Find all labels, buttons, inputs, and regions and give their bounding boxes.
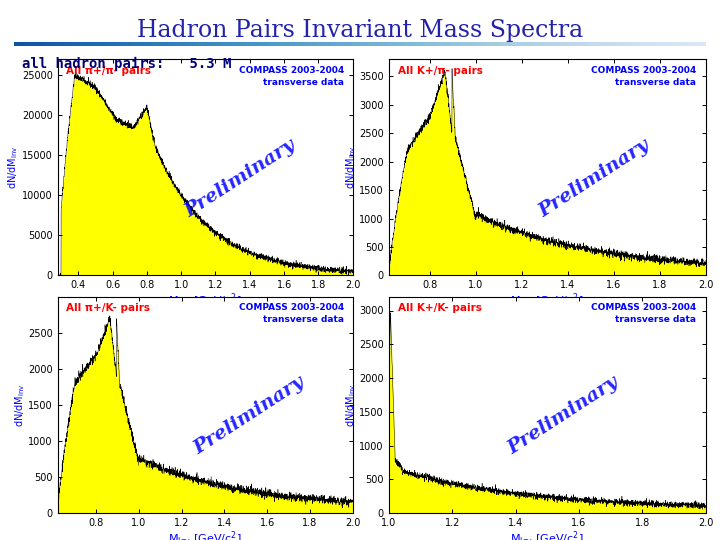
Text: COMPASS 2003-2004
transverse data: COMPASS 2003-2004 transverse data xyxy=(591,303,696,325)
Text: All K+/K- pairs: All K+/K- pairs xyxy=(398,303,482,314)
Text: Preliminary: Preliminary xyxy=(536,136,654,221)
Text: COMPASS 2003-2004
transverse data: COMPASS 2003-2004 transverse data xyxy=(591,66,696,87)
Text: Preliminary: Preliminary xyxy=(504,373,622,458)
Text: All K+/π- pairs: All K+/π- pairs xyxy=(398,66,483,76)
X-axis label: $\mathsf{M_{Inv}\ [GeV/c^2]}$: $\mathsf{M_{Inv}\ [GeV/c^2]}$ xyxy=(168,529,242,540)
X-axis label: $\mathsf{M_{Inv}\ [GeV/c^2]}$: $\mathsf{M_{Inv}\ [GeV/c^2]}$ xyxy=(510,529,584,540)
Text: Preliminary: Preliminary xyxy=(191,373,308,458)
Text: Hadron Pairs Invariant Mass Spectra: Hadron Pairs Invariant Mass Spectra xyxy=(137,19,583,42)
Text: COMPASS 2003-2004
transverse data: COMPASS 2003-2004 transverse data xyxy=(239,66,344,87)
X-axis label: $\mathsf{M_{Inv}\ [GeV/c^2]}$: $\mathsf{M_{Inv}\ [GeV/c^2]}$ xyxy=(168,292,242,310)
Text: COMPASS 2003-2004
transverse data: COMPASS 2003-2004 transverse data xyxy=(239,303,344,325)
Y-axis label: $\mathsf{dN/dM_{Inv}}$: $\mathsf{dN/dM_{Inv}}$ xyxy=(344,383,358,427)
Text: All π+/K- pairs: All π+/K- pairs xyxy=(66,303,150,314)
Y-axis label: $\mathsf{dN/dM_{Inv}}$: $\mathsf{dN/dM_{Inv}}$ xyxy=(6,146,20,189)
X-axis label: $\mathsf{M_{Inv}\ [GeV/c^2]}$: $\mathsf{M_{Inv}\ [GeV/c^2]}$ xyxy=(510,292,584,310)
Y-axis label: $\mathsf{dN/dM_{Inv}}$: $\mathsf{dN/dM_{Inv}}$ xyxy=(344,146,358,189)
Text: All π+/π- pairs: All π+/π- pairs xyxy=(66,66,151,76)
Text: all hadron pairs:   5.3 M: all hadron pairs: 5.3 M xyxy=(22,57,231,71)
Y-axis label: $\mathsf{dN/dM_{Inv}}$: $\mathsf{dN/dM_{Inv}}$ xyxy=(13,383,27,427)
Text: Preliminary: Preliminary xyxy=(182,136,300,221)
